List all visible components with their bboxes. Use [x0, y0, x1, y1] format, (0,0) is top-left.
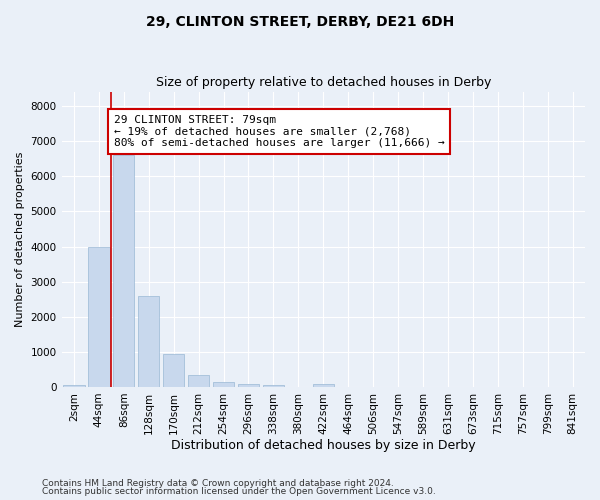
- Bar: [163, 354, 184, 387]
- Text: Contains public sector information licensed under the Open Government Licence v3: Contains public sector information licen…: [42, 487, 436, 496]
- Y-axis label: Number of detached properties: Number of detached properties: [15, 152, 25, 327]
- X-axis label: Distribution of detached houses by size in Derby: Distribution of detached houses by size …: [171, 440, 476, 452]
- Bar: [263, 385, 284, 387]
- Bar: [238, 384, 259, 387]
- Title: Size of property relative to detached houses in Derby: Size of property relative to detached ho…: [155, 76, 491, 90]
- Bar: [138, 296, 160, 387]
- Text: 29, CLINTON STREET, DERBY, DE21 6DH: 29, CLINTON STREET, DERBY, DE21 6DH: [146, 15, 454, 29]
- Bar: [313, 384, 334, 387]
- Bar: [213, 382, 234, 387]
- Bar: [88, 246, 110, 387]
- Text: Contains HM Land Registry data © Crown copyright and database right 2024.: Contains HM Land Registry data © Crown c…: [42, 478, 394, 488]
- Text: 29 CLINTON STREET: 79sqm
← 19% of detached houses are smaller (2,768)
80% of sem: 29 CLINTON STREET: 79sqm ← 19% of detach…: [114, 115, 445, 148]
- Bar: [188, 376, 209, 387]
- Bar: [64, 385, 85, 387]
- Bar: [113, 155, 134, 387]
